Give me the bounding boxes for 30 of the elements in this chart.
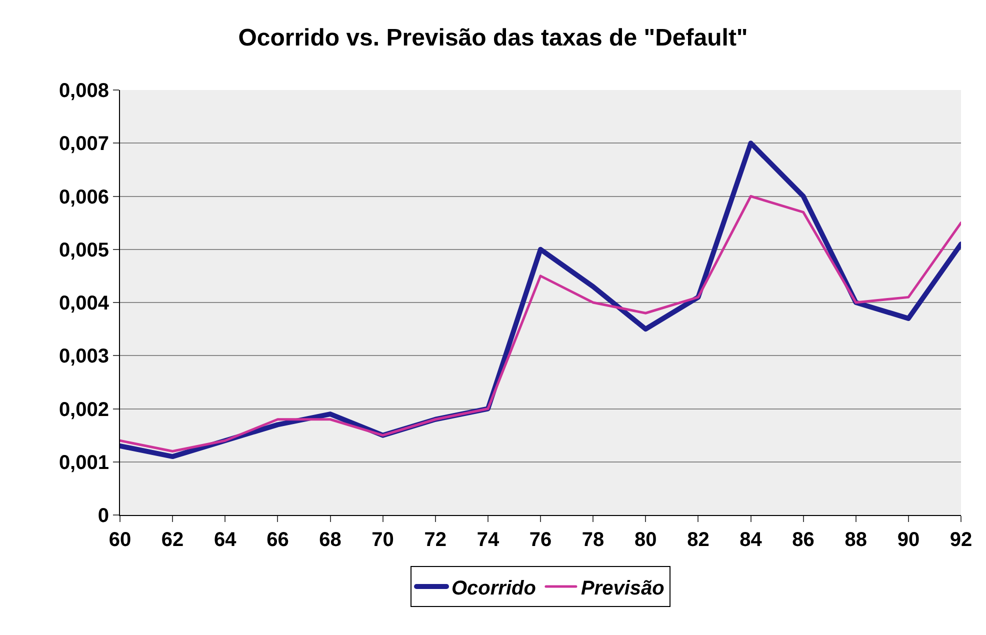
x-tick-label: 72 — [424, 529, 447, 551]
chart-title: Ocorrido vs. Previsão das taxas de "Default" — [238, 24, 748, 52]
y-tick-label: 0,005 — [58, 239, 109, 262]
x-tick-label: 74 — [476, 529, 500, 551]
x-tick-label: 78 — [582, 529, 604, 551]
x-tick-label: 90 — [897, 529, 920, 551]
x-tick-label: 62 — [161, 529, 184, 551]
x-tick-label: 86 — [792, 529, 814, 551]
y-tick-label: 0,001 — [58, 452, 109, 474]
x-tick-label: 66 — [266, 529, 289, 551]
line-series — [120, 195, 961, 452]
y-tick-label: 0,007 — [58, 133, 109, 156]
legend-label: Ocorrido — [452, 577, 536, 600]
x-tick-label: 64 — [214, 529, 238, 551]
y-tick-label: 0,006 — [58, 186, 109, 208]
x-tick-label: 82 — [687, 529, 710, 551]
legend-label: Previsão — [580, 577, 664, 600]
y-tick-label: 0,003 — [58, 346, 109, 368]
y-tick-label: 0,002 — [58, 398, 109, 421]
y-tick-label: 0,004 — [58, 292, 110, 314]
x-tick-label: 70 — [372, 529, 394, 551]
x-tick-label: 60 — [108, 529, 132, 551]
y-tick-label: 0 — [98, 505, 109, 527]
y-tick-label: 0,008 — [58, 80, 109, 102]
x-tick-label: 68 — [319, 529, 342, 551]
x-tick-label: 92 — [950, 529, 972, 551]
x-tick-label: 80 — [634, 529, 657, 551]
x-tick-label: 76 — [529, 529, 552, 551]
x-tick-label: 84 — [740, 529, 763, 551]
x-tick-label: 88 — [844, 529, 868, 551]
